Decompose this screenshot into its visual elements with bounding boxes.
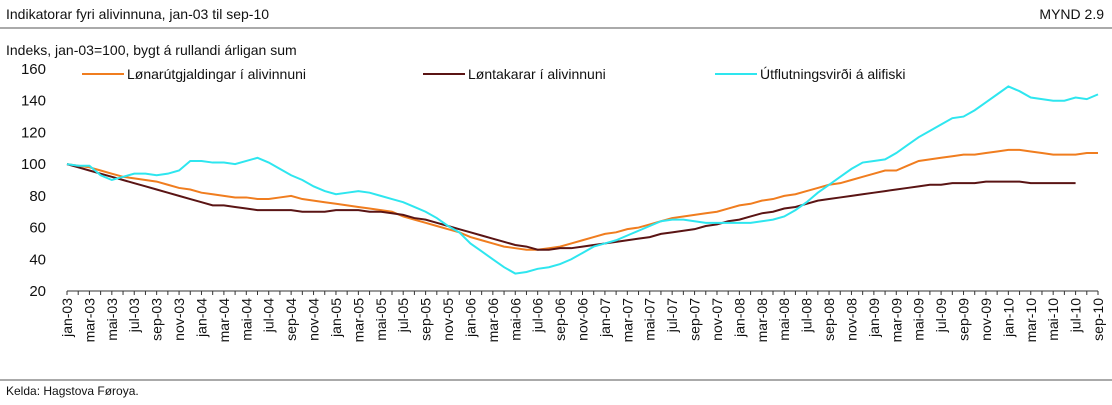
y-tick-label: 140 (21, 93, 46, 110)
x-tick-label: jan-06 (462, 298, 478, 338)
x-tick-label: jan-03 (59, 298, 75, 338)
y-tick-label: 20 (29, 283, 46, 300)
x-tick-label: mai-04 (238, 298, 254, 341)
legend-label: Lønarútgjaldingar í alivinnuni (127, 66, 306, 82)
subtitle: Indeks, jan-03=100, bygt á rullandi árli… (6, 42, 297, 58)
x-tick-label: mai-08 (776, 298, 792, 341)
x-tick-label: mar-10 (1023, 298, 1039, 343)
x-tick-label: mar-04 (216, 298, 232, 343)
x-tick-label: jan-09 (866, 298, 882, 338)
x-tick-label: mar-03 (81, 298, 97, 343)
x-tick-label: jan-05 (328, 298, 344, 338)
x-tick-label: sep-06 (552, 298, 568, 341)
x-tick-label: mar-07 (619, 298, 635, 343)
x-tick-label: sep-05 (418, 298, 434, 341)
x-tick-label: jul-04 (261, 298, 277, 333)
y-tick-label: 100 (21, 156, 46, 173)
y-tick-label: 120 (21, 124, 46, 141)
x-tick-label: sep-09 (956, 298, 972, 341)
x-tick-label: nov-09 (978, 298, 994, 341)
chart-title: Indikatorar fyri alivinnuna, jan-03 til … (6, 6, 269, 22)
x-tick-label: nov-05 (440, 298, 456, 341)
y-tick-label: 40 (29, 251, 46, 268)
x-tick-label: jan-07 (597, 298, 613, 338)
x-tick-label: mai-10 (1045, 298, 1061, 341)
series-line (66, 148, 1098, 251)
x-tick-label: mar-05 (350, 298, 366, 343)
x-tick-label: mar-09 (888, 298, 904, 343)
legend-label: Útflutningsvirði á alifiski (760, 66, 906, 82)
x-tick-label: nov-07 (709, 298, 725, 341)
legend-label: Løntakarar í alivinnuni (468, 66, 606, 82)
series-line (66, 85, 1099, 275)
x-tick-label: sep-08 (821, 298, 837, 341)
x-tick-label: jul-05 (395, 298, 411, 333)
x-tick-label: mai-07 (642, 298, 658, 341)
series-line (66, 163, 1076, 251)
x-tick-label: mai-09 (911, 298, 927, 341)
x-tick-label: mai-03 (104, 298, 120, 341)
x-tick-label: sep-03 (149, 298, 165, 341)
x-tick-label: jul-08 (799, 298, 815, 333)
y-tick-label: 160 (21, 61, 46, 78)
source: Kelda: Hagstova Føroya. (6, 384, 139, 398)
x-tick-label: mai-05 (373, 298, 389, 341)
figure-label: MYND 2.9 (1039, 6, 1104, 22)
y-tick-label: 80 (29, 188, 46, 205)
x-tick-label: jan-04 (193, 298, 209, 338)
y-tick-label: 60 (29, 220, 46, 237)
x-tick-label: jan-10 (1000, 298, 1016, 338)
x-tick-label: jan-08 (731, 298, 747, 338)
x-tick-label: nov-06 (575, 298, 591, 341)
x-tick-label: nov-08 (843, 298, 859, 341)
x-tick-label: nov-03 (171, 298, 187, 341)
x-tick-label: nov-04 (306, 298, 322, 341)
x-tick-label: jul-03 (126, 298, 142, 333)
x-tick-label: mar-06 (485, 298, 501, 343)
x-tick-label: mai-06 (507, 298, 523, 341)
x-tick-label: jul-10 (1068, 298, 1084, 333)
x-tick-label: jul-09 (933, 298, 949, 333)
x-tick-label: jul-07 (664, 298, 680, 333)
x-tick-label: mar-08 (754, 298, 770, 343)
x-tick-label: sep-04 (283, 298, 299, 341)
x-tick-label: jul-06 (530, 298, 546, 333)
x-tick-label: sep-07 (687, 298, 703, 341)
x-tick-label: sep-10 (1090, 298, 1106, 341)
